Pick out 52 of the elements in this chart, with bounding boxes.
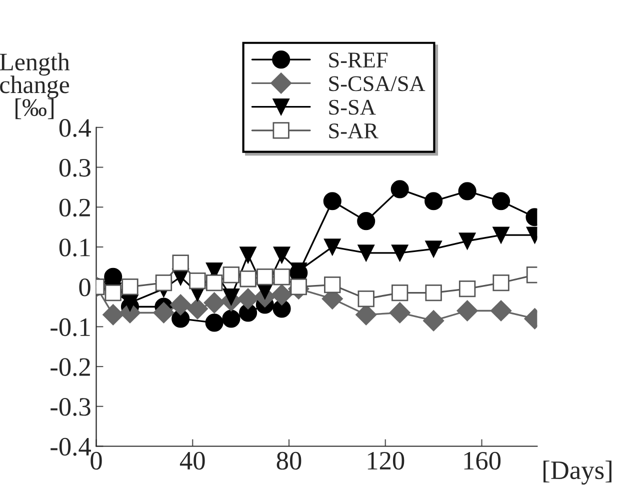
y-tick-label: 0.3 <box>59 158 90 177</box>
y-axis-title: Length change [‰] <box>0 52 70 120</box>
point <box>186 298 208 320</box>
point <box>458 182 476 200</box>
legend-label: S-SA <box>329 100 376 115</box>
point <box>273 246 290 264</box>
y-tick-label: 0.2 <box>59 198 90 217</box>
point <box>153 302 174 324</box>
x-tick-label: 80 <box>276 452 302 470</box>
y-tick-label: 0.4 <box>59 119 91 137</box>
point <box>323 192 342 210</box>
point <box>456 300 478 322</box>
point <box>271 284 292 306</box>
point <box>170 294 192 316</box>
y-tick-label: 0.1 <box>59 238 90 257</box>
point <box>102 304 124 326</box>
point <box>206 274 223 292</box>
point <box>392 244 408 262</box>
legend-label: S-AR <box>329 123 378 138</box>
point <box>390 180 409 198</box>
point <box>240 246 256 264</box>
y-tick-label: -0.2 <box>50 358 90 376</box>
point <box>256 268 274 286</box>
point <box>490 300 512 322</box>
point <box>222 288 240 306</box>
point <box>204 292 225 314</box>
y-tick-label: -0.1 <box>50 318 90 336</box>
point <box>290 278 307 296</box>
y-tick-label: 0 <box>79 278 90 296</box>
point <box>423 310 444 332</box>
point <box>205 314 224 332</box>
point <box>324 238 341 256</box>
y-tick-label: -0.3 <box>50 398 90 416</box>
point <box>389 302 410 324</box>
point <box>189 272 206 290</box>
x-axis-title: [Days] <box>544 460 612 485</box>
x-tick-label: 40 <box>180 452 205 470</box>
point <box>238 288 259 310</box>
x-tick-label: 160 <box>464 452 501 470</box>
point <box>424 192 443 210</box>
point <box>458 232 476 250</box>
legend-label: S-REF <box>329 52 388 68</box>
point <box>492 192 510 210</box>
x-tick-label: 120 <box>368 452 404 470</box>
point <box>358 244 374 262</box>
point <box>357 212 376 230</box>
point <box>492 226 510 244</box>
y-tick-label: -0.4 <box>50 438 91 456</box>
point <box>122 294 138 312</box>
point <box>425 240 442 258</box>
legend-label: S-CSA/SA <box>329 76 426 92</box>
point <box>222 310 240 328</box>
